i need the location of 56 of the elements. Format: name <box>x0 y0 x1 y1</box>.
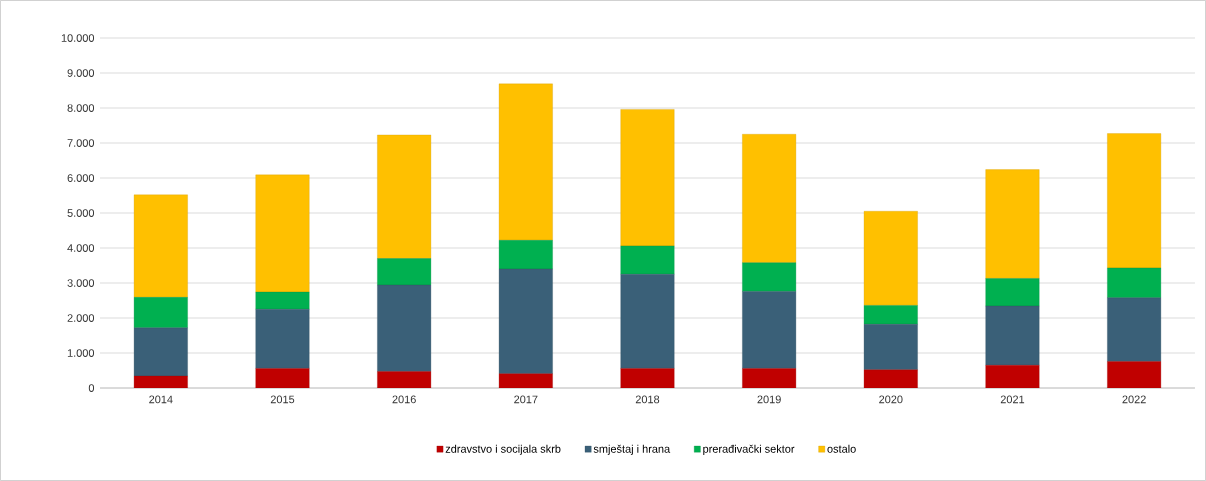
y-tick-label: 3.000 <box>67 279 95 287</box>
x-tick-label: 2014 <box>149 395 173 404</box>
x-tick-label: 2022 <box>1122 395 1146 404</box>
bar <box>498 268 553 374</box>
y-tick-label: 7.000 <box>67 139 95 147</box>
y-tick-label: 0 <box>88 384 95 392</box>
x-tick-label: 2015 <box>270 395 295 404</box>
y-tick-label: 2.000 <box>67 314 95 322</box>
y-tick-label: 8.000 <box>67 104 95 112</box>
bar <box>255 291 310 310</box>
bar <box>742 134 797 263</box>
y-tick-label: 6.000 <box>67 174 95 182</box>
x-tick-label: 2017 <box>514 395 538 404</box>
bar <box>498 240 553 270</box>
legend-label: ostalo <box>827 444 856 453</box>
bar <box>620 109 675 247</box>
bar <box>863 324 918 370</box>
bar <box>620 245 675 275</box>
x-tick-label: 2016 <box>392 395 416 404</box>
legend-label: smještaj i hrana <box>593 444 671 455</box>
bar <box>255 174 310 293</box>
bar <box>985 365 1040 388</box>
bar <box>863 305 918 325</box>
bar <box>620 368 675 388</box>
bar <box>133 194 188 298</box>
x-tick-label: 2019 <box>757 395 781 404</box>
legend-label: prerađivački sektor <box>703 444 795 455</box>
x-tick-label: 2021 <box>1000 395 1025 404</box>
bar <box>1107 361 1162 388</box>
bar <box>742 262 797 292</box>
x-tick-label: 2018 <box>635 395 660 404</box>
bar <box>1107 267 1162 298</box>
x-tick-label: 2020 <box>879 395 903 404</box>
y-tick-label: 10.000 <box>61 34 95 42</box>
bar <box>133 327 188 377</box>
bar <box>377 284 432 372</box>
bar <box>985 169 1040 279</box>
y-tick-label: 9.000 <box>67 69 95 77</box>
bar <box>985 305 1040 366</box>
bar <box>1107 297 1162 362</box>
bar <box>985 278 1040 307</box>
bar <box>863 211 918 306</box>
bar <box>377 258 432 286</box>
y-tick-label: 1.000 <box>67 349 95 357</box>
y-tick-label: 5.000 <box>67 209 95 217</box>
bar <box>863 369 918 388</box>
legend-label: zdravstvo i socijala skrb <box>445 444 561 455</box>
bar <box>620 274 675 369</box>
bar <box>255 309 310 369</box>
bar <box>377 134 432 259</box>
bar <box>255 368 310 388</box>
y-tick-label: 4.000 <box>67 244 95 252</box>
bar <box>133 297 188 328</box>
bar <box>742 291 797 369</box>
bar <box>498 83 553 241</box>
bar <box>1107 133 1162 269</box>
